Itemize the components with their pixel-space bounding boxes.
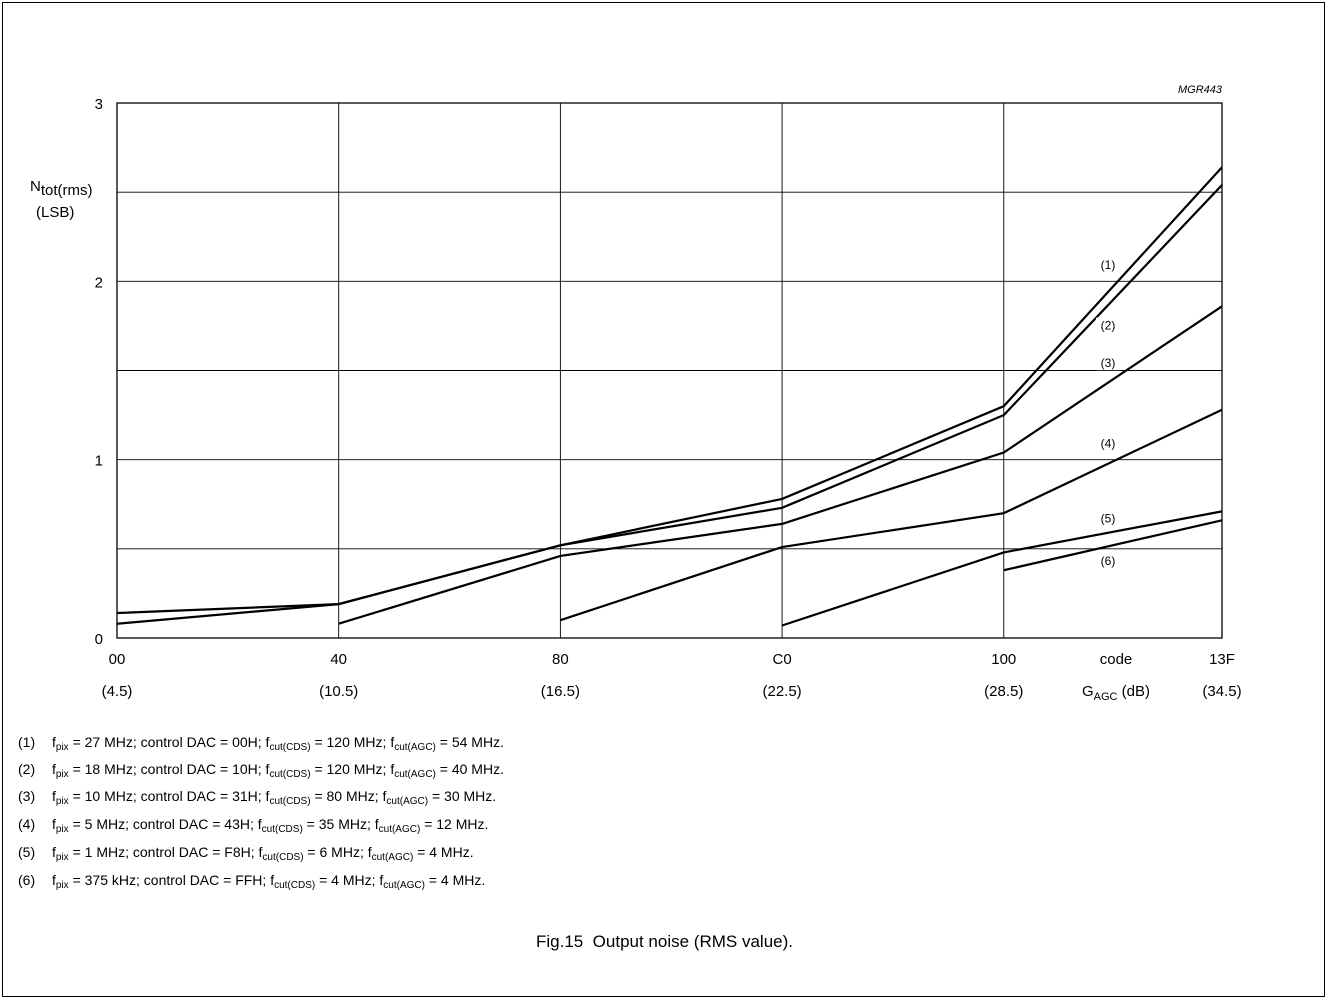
note-f: f	[52, 872, 56, 888]
note-pix-sub: pix	[55, 880, 69, 891]
series-label-bg-3	[1096, 355, 1120, 371]
x-tick-gain-1: (10.5)	[319, 683, 358, 700]
series-line-2	[116, 184, 1223, 625]
y-tick-label-0: 0	[95, 631, 103, 648]
series-label-bg-1	[1096, 257, 1120, 273]
x-tick-code-2: 80	[552, 651, 569, 668]
note-fcds: = 120 MHz; f	[310, 761, 395, 777]
note-cds-sub: cut(CDS)	[269, 796, 311, 807]
note-row-5: (5) fpix = 1 MHz; control DAC = F8H; fcut…	[18, 844, 474, 863]
series-label-bg-6	[1096, 553, 1120, 569]
note-fpix-dac: = 375 kHz; control DAC = FFH; f	[68, 872, 275, 888]
series-line-6	[1003, 519, 1223, 572]
note-pix-sub: pix	[55, 796, 69, 807]
note-fagc: = 12 MHz.	[420, 816, 489, 832]
note-pix-sub: pix	[55, 769, 69, 780]
note-fagc: = 30 MHz.	[428, 788, 497, 804]
series-label-2: (2)	[1101, 319, 1116, 333]
note-row-6: (6) fpix = 375 kHz; control DAC = FFH; fc…	[18, 872, 485, 891]
note-fagc: = 4 MHz.	[413, 844, 474, 860]
series-label-5: (5)	[1101, 511, 1116, 525]
series-label-3: (3)	[1101, 356, 1116, 370]
note-agc-sub: cut(AGC)	[394, 742, 436, 753]
note-f: f	[52, 816, 56, 832]
note-f: f	[52, 844, 56, 860]
note-cds-sub: cut(CDS)	[262, 852, 304, 863]
note-row-3: (3) fpix = 10 MHz; control DAC = 31H; fcu…	[18, 788, 496, 807]
note-agc-sub: cut(AGC)	[386, 796, 429, 807]
series-label-bg-2	[1096, 317, 1120, 333]
note-fcds: = 35 MHz; f	[302, 816, 379, 832]
series-label-6: (6)	[1101, 554, 1116, 568]
series-line-3	[338, 305, 1223, 625]
note-cds-sub: cut(CDS)	[269, 742, 311, 753]
x-tick-code-5: 13F	[1209, 651, 1235, 668]
x-tick-gain-5: (34.5)	[1202, 683, 1241, 700]
note-number: (4)	[18, 816, 36, 832]
x-tick-gain-0: (4.5)	[102, 683, 133, 700]
note-fpix-dac: = 1 MHz; control DAC = F8H; f	[68, 844, 263, 860]
note-pix-sub: pix	[55, 824, 69, 835]
note-number: (5)	[18, 844, 36, 860]
note-row-1: (1) fpix = 27 MHz; control DAC = 00H; fcu…	[18, 734, 504, 753]
note-f: f	[52, 761, 56, 777]
note-fagc: = 40 MHz.	[435, 761, 504, 777]
note-f: f	[52, 788, 56, 804]
note-fcds: = 6 MHz; f	[303, 844, 372, 860]
figure-caption: Fig.15 Output noise (RMS value).	[535, 932, 793, 951]
note-fpix-dac: = 10 MHz; control DAC = 31H; f	[68, 788, 270, 804]
note-fcds: = 120 MHz; f	[310, 734, 395, 750]
y-tick-label-2: 2	[95, 274, 103, 291]
note-agc-sub: cut(AGC)	[378, 824, 421, 835]
x-tick-gain-2: (16.5)	[541, 683, 580, 700]
y-tick-label-3: 3	[95, 96, 103, 113]
y-tick-label-1: 1	[95, 453, 103, 470]
series-label-bg-4	[1096, 435, 1120, 451]
x-axis-label-gain: GAGC (dB)	[1082, 683, 1150, 703]
note-fcds: = 4 MHz; f	[315, 872, 384, 888]
figure-tag: MGR443	[1178, 84, 1223, 96]
x-axis-label-code: code	[1100, 651, 1133, 668]
note-fagc: = 4 MHz.	[424, 872, 486, 888]
x-tick-code-4: 100	[991, 651, 1016, 668]
series-label-bg-5	[1096, 510, 1120, 526]
note-cds-sub: cut(CDS)	[269, 769, 311, 780]
x-tick-code-1: 40	[330, 651, 347, 668]
series-label-1: (1)	[1101, 258, 1116, 272]
note-fcds: = 80 MHz; f	[310, 788, 387, 804]
x-tick-code-3: C0	[772, 651, 791, 668]
note-fagc: = 54 MHz.	[435, 734, 504, 750]
note-fpix-dac: = 18 MHz; control DAC = 10H; f	[68, 761, 270, 777]
note-pix-sub: pix	[55, 742, 69, 753]
note-agc-sub: cut(AGC)	[394, 769, 436, 780]
series-label-4: (4)	[1101, 436, 1116, 450]
note-cds-sub: cut(CDS)	[274, 880, 316, 891]
note-number: (2)	[18, 761, 36, 777]
y-axis-label: Ntot(rms)	[30, 178, 93, 199]
x-tick-gain-4: (28.5)	[984, 683, 1023, 700]
note-number: (3)	[18, 788, 36, 804]
y-axis-unit: (LSB)	[36, 204, 74, 221]
note-pix-sub: pix	[55, 852, 69, 863]
note-number: (1)	[18, 734, 36, 750]
note-agc-sub: cut(AGC)	[371, 852, 414, 863]
note-cds-sub: cut(CDS)	[261, 824, 303, 835]
note-fpix-dac: = 27 MHz; control DAC = 00H; f	[68, 734, 270, 750]
note-number: (6)	[18, 872, 36, 888]
note-fpix-dac: = 5 MHz; control DAC = 43H; f	[68, 816, 262, 832]
series-line-4	[560, 408, 1223, 622]
note-agc-sub: cut(AGC)	[383, 880, 425, 891]
x-tick-code-0: 00	[109, 651, 126, 668]
x-tick-gain-3: (22.5)	[762, 683, 801, 700]
series-line-1	[116, 166, 1223, 615]
note-f: f	[52, 734, 56, 750]
note-row-4: (4) fpix = 5 MHz; control DAC = 43H; fcut…	[18, 816, 488, 835]
series-line-5	[781, 510, 1223, 627]
note-row-2: (2) fpix = 18 MHz; control DAC = 10H; fcu…	[18, 761, 504, 780]
